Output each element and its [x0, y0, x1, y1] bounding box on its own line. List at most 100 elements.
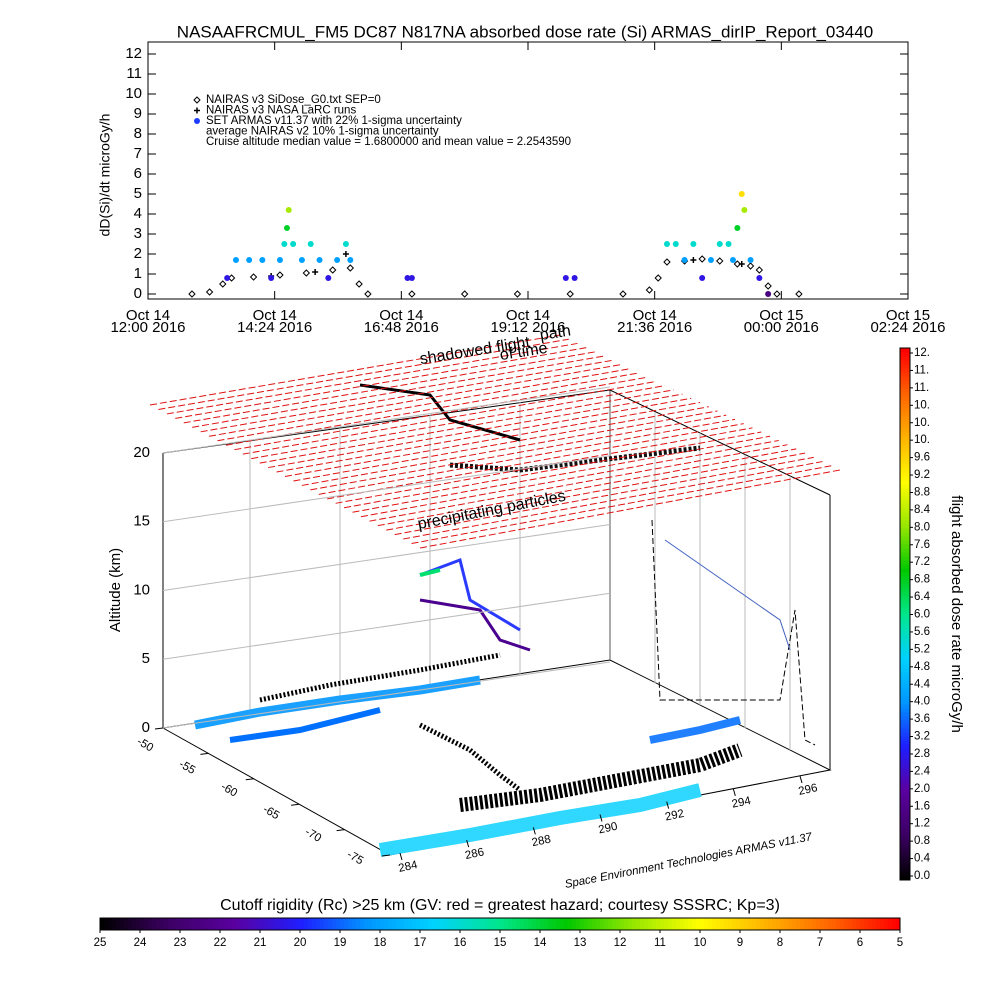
color-band: [804, 918, 809, 930]
colorbar-tick-label: 13: [574, 937, 587, 949]
color-band: [900, 872, 910, 877]
color-band: [716, 918, 721, 930]
marker: [663, 258, 671, 266]
color-band: [228, 918, 233, 930]
color-band: [900, 532, 910, 537]
marker: [404, 275, 411, 281]
colorbar-tick-label: 6.8: [914, 574, 930, 586]
colorbar-tick-label: 8.4: [914, 504, 931, 516]
colorbar-tick-label: 7: [817, 937, 823, 949]
colorbar-tick-label: 0.0: [914, 870, 930, 882]
x-tick: [599, 814, 603, 822]
colorbar-tick-label: 2.4: [914, 765, 931, 777]
color-band: [900, 612, 910, 617]
color-band: [900, 592, 910, 597]
color-band: [332, 918, 337, 930]
color-band: [168, 918, 173, 930]
marker: [654, 274, 662, 282]
hazard-dash: [394, 456, 814, 536]
color-band: [900, 700, 910, 705]
color-band: [900, 584, 910, 589]
marker: [276, 257, 283, 263]
color-band: [216, 918, 221, 930]
marker: [334, 257, 341, 263]
color-band: [900, 384, 910, 389]
color-band: [660, 918, 665, 930]
color-band: [428, 918, 433, 930]
color-band: [900, 392, 910, 397]
y-tick-label: 11: [126, 65, 142, 82]
legend-marker: [193, 96, 201, 104]
color-band: [644, 918, 649, 930]
color-band: [844, 918, 849, 930]
color-band: [900, 620, 910, 625]
marker: [460, 290, 469, 298]
color-band: [900, 600, 910, 605]
color-band: [836, 918, 841, 930]
color-band: [584, 918, 589, 930]
dose-colorbar: 0.0 0.4 0.8 1.2 1.6 2.0 2.4 2.8 3.2 3.6 4.0 4.4 4.8 5…: [899, 347, 931, 882]
color-band: [708, 918, 713, 930]
x-tick-label: 286: [464, 846, 485, 862]
color-band: [900, 804, 910, 809]
color-band: [524, 918, 529, 930]
color-band: [132, 918, 137, 930]
color-band: [312, 918, 317, 930]
color-band: [892, 918, 897, 930]
color-band: [840, 918, 845, 930]
x-tick-label: 00:00 2016: [744, 319, 819, 336]
marker: [312, 269, 319, 275]
y-tick: [381, 854, 391, 857]
marker: [716, 241, 723, 247]
color-band: [900, 768, 910, 773]
color-band: [900, 772, 910, 777]
color-band: [184, 918, 189, 930]
color-band: [636, 918, 641, 930]
colorbar-tick-label: 1.2: [914, 818, 930, 830]
color-band: [848, 918, 853, 930]
colorbar-tick-label: 10.: [914, 417, 930, 429]
color-band: [900, 784, 910, 789]
track-shadow: [359, 383, 521, 442]
color-band: [648, 918, 653, 930]
color-band: [900, 492, 910, 497]
y-tick-label: 2: [134, 245, 142, 262]
y-tick: [336, 829, 345, 832]
color-band: [796, 918, 801, 930]
color-band: [900, 628, 910, 633]
color-band: [900, 524, 910, 529]
color-band: [664, 918, 669, 930]
color-band: [900, 540, 910, 545]
color-band: [484, 918, 489, 930]
color-band: [236, 918, 241, 930]
color-band: [900, 648, 910, 653]
marker: [725, 241, 732, 247]
color-band: [808, 918, 813, 930]
color-band: [508, 918, 513, 930]
color-band: [388, 918, 393, 930]
color-band: [556, 918, 561, 930]
color-band: [244, 918, 249, 930]
colorbar-tick-label: 2.8: [914, 748, 930, 760]
color-band: [900, 596, 910, 601]
color-band: [300, 918, 305, 930]
color-band: [900, 760, 910, 765]
color-band: [900, 576, 910, 581]
marker: [316, 257, 323, 263]
marker: [355, 280, 363, 288]
colorbar-tick-label: 19: [334, 937, 347, 949]
color-band: [432, 918, 437, 930]
marker: [733, 260, 742, 268]
color-band: [900, 420, 910, 425]
y-tick: [154, 727, 164, 730]
colorbar-tick-label: 0.8: [914, 835, 930, 847]
colorbar-label: flight absorbed dose rate microGy/h: [948, 495, 965, 733]
marker: [707, 257, 714, 263]
y-tick: [245, 778, 254, 781]
legend-label: NAIRAS v3 NASA LaRC runs: [206, 105, 356, 117]
color-band: [900, 368, 910, 373]
y-tick-label: 0: [134, 285, 142, 302]
color-band: [204, 918, 209, 930]
color-band: [176, 918, 181, 930]
color-band: [900, 352, 910, 357]
